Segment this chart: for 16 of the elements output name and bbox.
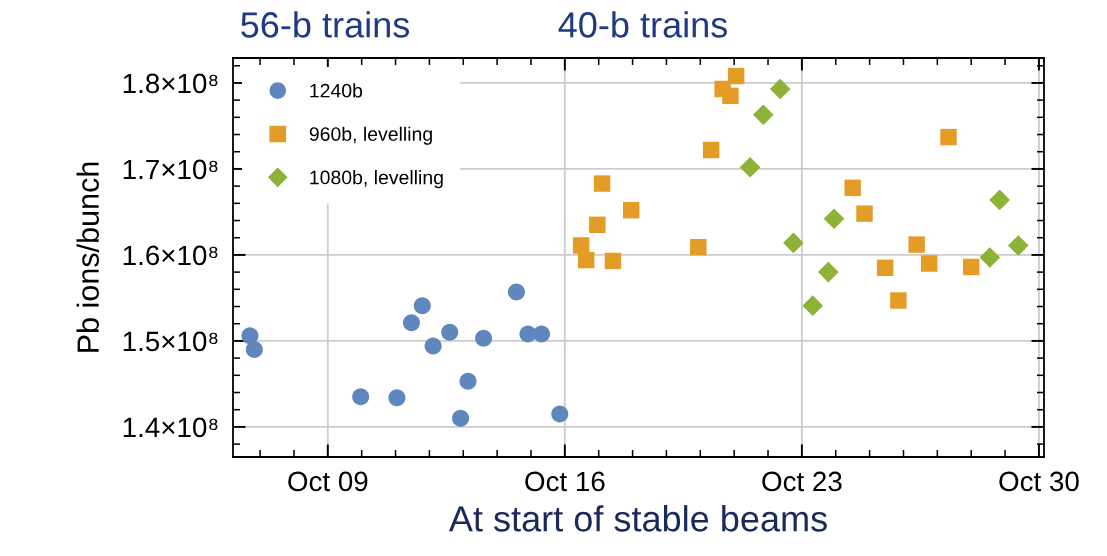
text: 40-b trains — [558, 11, 728, 38]
x-axis-title: At start of stable beams — [448, 505, 827, 532]
y-tick-label: 1.5×10⁸ — [123, 331, 218, 352]
y-tick-label: 1.4×10⁸ — [123, 417, 218, 438]
y-tick-label: 1.7×10⁸ — [123, 159, 218, 180]
x-tick-label: Oct 30 — [999, 471, 1079, 492]
y-axis-title: Pb ions/bunch — [76, 162, 99, 352]
x-tick-label: Oct 09 — [288, 471, 368, 492]
legend-label: 960b, levelling — [309, 126, 432, 145]
text: 56-b trains — [241, 11, 410, 38]
legend-label: 1240b — [310, 83, 363, 98]
x-tick-label: Oct 23 — [762, 471, 842, 492]
y-tick-label: 1.6×10⁸ — [123, 245, 218, 266]
legend-label: 1080b, levelling — [310, 170, 443, 189]
x-tick-label: Oct 16 — [525, 471, 605, 492]
y-tick-label: 1.8×10⁸ — [123, 73, 218, 94]
